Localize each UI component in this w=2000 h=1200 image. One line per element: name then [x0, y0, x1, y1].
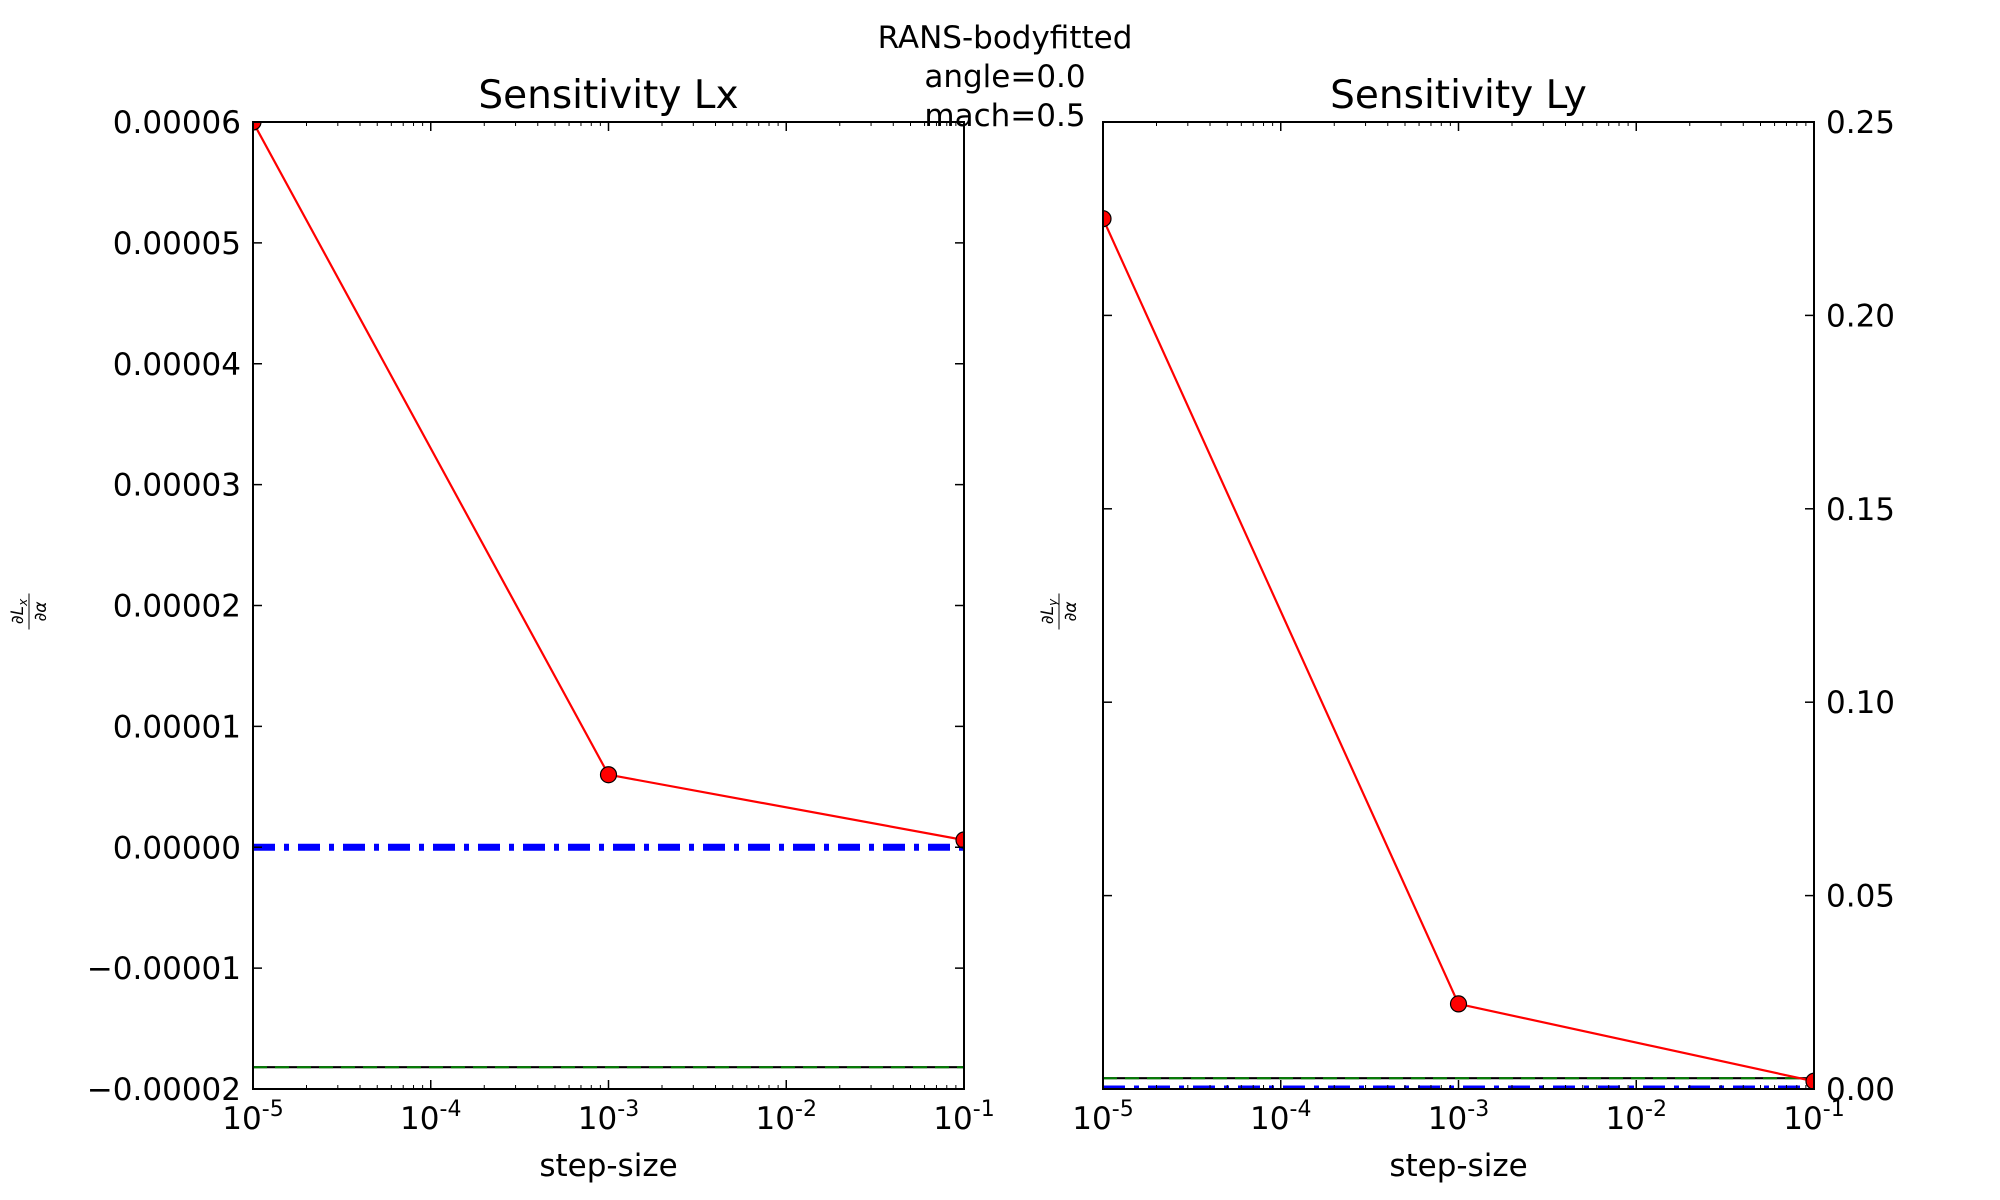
suptitle-line-2: angle=0.0 [924, 59, 1085, 95]
x-tick-label: 10-2 [1606, 1097, 1667, 1137]
y-tick-label: 0.00005 [113, 226, 241, 262]
x-tick-exponent: -3 [617, 1097, 639, 1122]
series-line-solid-markers [1103, 218, 1814, 1083]
x-tick-exponent: -5 [262, 1097, 284, 1122]
y-label-numerator: ∂Lx [8, 598, 30, 624]
data-point [955, 831, 964, 849]
x-tick-exponent: -4 [440, 1097, 462, 1122]
x-tick-exponent: -4 [1290, 1097, 1312, 1122]
y-axis-label: ∂Lx ∂α [8, 593, 51, 630]
x-tick-exponent: -1 [973, 1097, 995, 1122]
y-label-subscript: y [1046, 598, 1060, 607]
y-tick-label: 0.20 [1826, 298, 1895, 334]
x-tick-label: 10-2 [756, 1097, 817, 1137]
series-group [253, 122, 964, 1069]
suptitle-line-1: RANS-bodyfitted [878, 20, 1133, 56]
x-tick-exponent: -2 [1645, 1097, 1667, 1122]
x-tick-label: 10-4 [400, 1097, 461, 1137]
suptitle-line-3: mach=0.5 [924, 98, 1085, 134]
y-tick-label: 0.00 [1826, 1072, 1895, 1108]
x-axis-label: step-size [539, 1148, 677, 1184]
plot-frame [1102, 121, 1815, 1090]
x-tick-exponent: -3 [1467, 1097, 1489, 1122]
series-group [1103, 210, 1814, 1089]
x-tick-label: 10-3 [1428, 1097, 1489, 1137]
x-tick-label: 10-4 [1250, 1097, 1311, 1137]
x-tick-exponent: -5 [1112, 1097, 1134, 1122]
y-label-denominator: ∂α [31, 602, 51, 622]
x-tick-exponent: -2 [795, 1097, 817, 1122]
subplot-1: 10-5 10-4 10-3 10-2 10-10.000060.000050.0000… [8, 73, 995, 1184]
y-tick-label: 0.10 [1826, 685, 1895, 721]
y-tick-label: 0.00000 [113, 830, 241, 866]
data-point [599, 766, 618, 784]
y-tick-label: 0.00006 [113, 105, 241, 141]
y-tick-label: 0.00004 [113, 347, 241, 383]
y-label-subscript: x [16, 598, 30, 607]
y-tick-label: 0.00003 [113, 468, 241, 504]
x-axis-label: step-size [1389, 1148, 1527, 1184]
plot-frame [252, 121, 965, 1090]
x-tick-exponent: -1 [1823, 1097, 1845, 1122]
y-tick-label: −0.00002 [87, 1072, 241, 1108]
y-tick-label: 0.05 [1826, 879, 1895, 915]
y-tick-label: 0.25 [1826, 105, 1895, 141]
data-point [253, 122, 262, 131]
subplot-title: Sensitivity Ly [1330, 73, 1587, 118]
x-tick-label: 10-1 [933, 1097, 994, 1137]
y-axis-label: ∂Ly ∂α [1038, 593, 1081, 630]
y-tick-label: 0.00002 [113, 589, 241, 625]
series-line-solid-markers [253, 122, 964, 842]
y-label-denominator: ∂α [1061, 602, 1081, 622]
subplot-title: Sensitivity Lx [478, 73, 738, 118]
x-tick-label: 10-5 [1072, 1097, 1133, 1137]
data-point [1805, 1072, 1814, 1089]
y-tick-label: 0.15 [1826, 492, 1895, 528]
y-tick-label: −0.00001 [87, 951, 241, 987]
y-label-numerator: ∂Ly [1038, 598, 1060, 624]
data-point [1103, 210, 1112, 228]
y-tick-label: 0.00001 [113, 709, 241, 745]
subplot-2: 10-5 10-4 10-3 10-2 10-10.250.200.150.100.05… [1038, 73, 1895, 1184]
x-tick-label: 10-3 [578, 1097, 639, 1137]
data-point [1449, 995, 1468, 1013]
